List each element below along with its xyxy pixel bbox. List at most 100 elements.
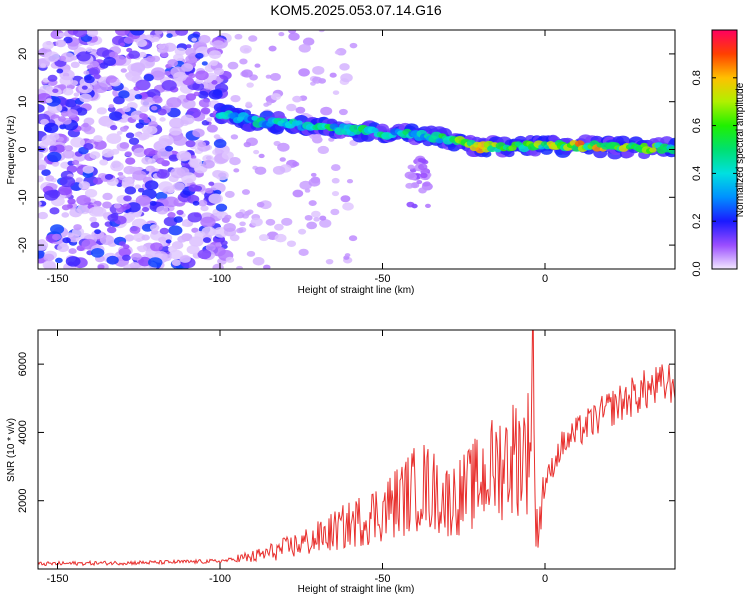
spectrogram-cell [274, 223, 284, 231]
spectrogram-cell [76, 51, 91, 62]
spectrogram-cell [150, 105, 158, 111]
spectrogram-cell [243, 141, 252, 148]
spectrogram-cell [110, 125, 118, 131]
spectrogram-cell [38, 211, 49, 220]
spectrogram-cell [407, 164, 415, 170]
spectrogram-cell [67, 198, 76, 205]
spectrogram-cell [239, 45, 252, 54]
spectrogram-cell [173, 71, 187, 82]
spectrogram-cell [70, 137, 85, 148]
spectrogram-cell [318, 30, 325, 33]
spectrogram-cell [181, 222, 188, 227]
spectrogram-cell [310, 172, 317, 177]
spectrogram-cell [165, 145, 174, 152]
spectrogram-cell [239, 58, 248, 65]
spectrogram-cell [330, 208, 340, 216]
spectrogram-cell [111, 148, 120, 155]
spectrogram-cell [136, 245, 143, 251]
spectrogram-cell [213, 139, 227, 149]
snr-xlabel: Height of straight line (km) [298, 584, 415, 595]
spectrogram-cell [137, 187, 145, 193]
spectrogram-cell [246, 209, 254, 215]
spectrogram-cell [70, 80, 79, 86]
spectrogram-cell [61, 212, 70, 218]
spectrogram-cell [143, 118, 151, 124]
spectrogram-cell [64, 99, 77, 108]
spectrogram-cell [106, 75, 117, 83]
spectrogram-cell [163, 196, 179, 208]
spectrogram-cell [340, 195, 351, 203]
spectrogram-cell [200, 107, 211, 115]
spectrogram-cell [89, 216, 97, 223]
spectrogram-ylabel: Frequency (Hz) [6, 116, 17, 185]
spectrogram-cell [159, 227, 169, 235]
spectrogram-cell [130, 30, 145, 36]
spectrogram-cell [192, 82, 205, 91]
spectrogram-cell [79, 93, 92, 103]
spectrogram-cell [168, 225, 183, 236]
spectrogram-cell [41, 169, 51, 176]
spectrogram-cell [89, 151, 101, 159]
spectrogram-cell [175, 30, 189, 36]
spectrogram-cell [134, 94, 143, 100]
snr-ylabel: SNR (10 * v/v) [6, 418, 17, 482]
spectrogram-cell [173, 216, 183, 223]
spectrogram-cell [136, 39, 148, 48]
spectrogram-cell [405, 182, 414, 189]
spectrogram-cell [129, 262, 140, 269]
spectrogram-cell [145, 167, 152, 172]
spectrogram-cell [197, 90, 209, 99]
spectrogram-cell [106, 133, 122, 144]
colorbar-gradient [712, 30, 737, 269]
spectrogram-cell [69, 208, 83, 218]
spectrogram-cell [185, 44, 192, 49]
spectrogram-cell [286, 240, 297, 248]
spectrogram-cell [72, 30, 88, 38]
spectrogram-cell [58, 116, 67, 122]
spectrogram-cell [75, 107, 88, 116]
spectrogram-cell [170, 167, 186, 179]
spectrogram-cell [418, 163, 428, 171]
spectrogram-cell [246, 82, 254, 88]
spectrogram-cell [122, 106, 131, 113]
spectrogram-cell [236, 227, 244, 234]
spectrogram-cell [185, 93, 197, 101]
spectrogram-cell [241, 189, 251, 195]
spectrogram-cell [65, 256, 81, 267]
spectrogram-cell [245, 101, 252, 107]
spectrogram-cell [250, 217, 263, 227]
spectrogram-cell [311, 210, 321, 218]
spectrogram-cell [338, 108, 348, 116]
spectrogram-cell [304, 214, 313, 221]
spectrogram-cell [73, 92, 80, 97]
spectrogram-cell [159, 117, 166, 122]
spectrogram-cell [435, 137, 444, 144]
spectrogram-cell [649, 147, 657, 153]
spectrogram-cell [78, 181, 91, 190]
spectrogram-cell [124, 151, 133, 157]
x-tick-label: -100 [209, 573, 231, 585]
x-tick-label: -150 [46, 273, 68, 285]
spectrogram-cell [319, 215, 327, 221]
spectrogram-cell [201, 120, 210, 126]
spectrogram-cell [122, 244, 130, 250]
spectrogram-cell [258, 153, 265, 159]
spectrogram-cell [313, 216, 320, 222]
spectrogram-cell [274, 233, 287, 243]
spectrogram-cell [144, 180, 159, 191]
colorbar-frame [711, 29, 738, 270]
spectrogram-cell [233, 168, 240, 173]
spectrogram-cell [269, 72, 281, 81]
spectrogram-cell [200, 216, 216, 228]
spectrogram-cell [346, 179, 354, 184]
spectrogram-cell [55, 257, 63, 264]
spectrogram-cell [68, 248, 77, 255]
spectrogram-cell [120, 68, 127, 73]
y-tick-label: 2000 [17, 488, 29, 512]
spectrogram-cell [209, 60, 218, 66]
spectrogram-cell [265, 74, 272, 79]
spectrogram-cell [186, 221, 193, 227]
spectrogram-cell [123, 165, 136, 175]
y-tick-label: -20 [17, 237, 29, 253]
spectrogram-cell [118, 90, 130, 99]
